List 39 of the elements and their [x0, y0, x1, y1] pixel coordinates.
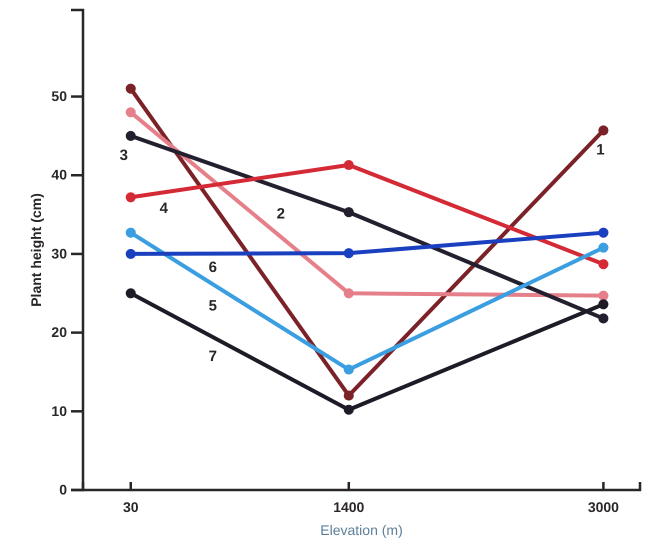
y-tick-label: 0	[59, 481, 68, 498]
point	[598, 290, 608, 301]
point	[598, 299, 608, 310]
x-axis-title: Elevation (m)	[320, 522, 403, 538]
series-label: 5	[208, 298, 217, 315]
y-tick-label: 50	[51, 88, 68, 104]
y-tick-label: 30	[51, 245, 68, 262]
x-tick-label: 1400	[333, 498, 365, 515]
point	[598, 125, 608, 136]
point	[126, 228, 136, 238]
y-tick-label: 10	[51, 402, 68, 419]
point	[344, 390, 354, 401]
point	[344, 288, 354, 298]
point	[126, 288, 136, 298]
series-label: 6	[208, 258, 217, 276]
point	[598, 259, 608, 270]
series-label: 7	[208, 348, 217, 366]
y-tick-label: 40	[51, 166, 68, 183]
point	[344, 248, 354, 258]
x-tick-label: 30	[122, 498, 139, 515]
series-label: 3	[120, 146, 128, 164]
y-axis-title: Plant height (cm)	[28, 193, 44, 307]
point	[344, 160, 354, 170]
point	[598, 242, 608, 253]
y-tick-label: 20	[51, 324, 68, 340]
point	[344, 207, 354, 218]
series-label: 1	[596, 141, 605, 158]
point	[598, 313, 608, 324]
point	[126, 192, 136, 202]
x-tick-label: 3000	[588, 498, 620, 515]
point	[344, 364, 354, 375]
point	[598, 228, 608, 238]
point	[344, 404, 354, 415]
series-label: 4	[160, 200, 169, 218]
point	[126, 107, 136, 118]
point	[126, 84, 136, 94]
point	[126, 248, 136, 259]
series-label: 2	[276, 205, 285, 222]
point	[126, 130, 136, 141]
